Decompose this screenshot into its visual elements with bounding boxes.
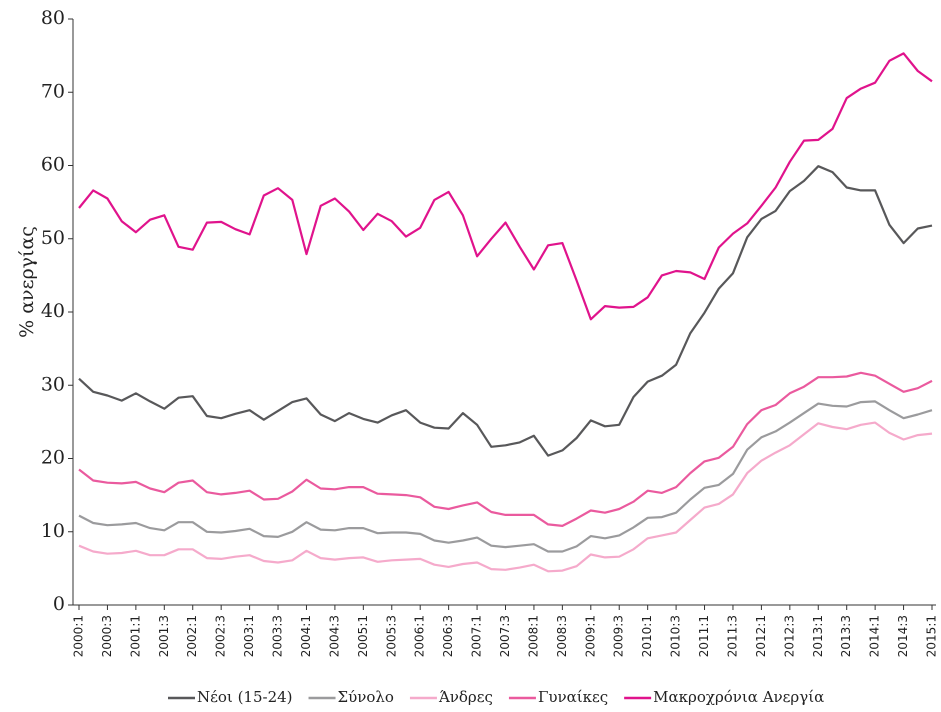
y-tick-label: 20 xyxy=(41,447,65,469)
x-tick-label: 2007:3 xyxy=(498,615,512,657)
x-tick-label: 2009:3 xyxy=(612,615,626,657)
x-tick-label: 2001:3 xyxy=(157,615,171,657)
y-axis-label: % ανεργίας xyxy=(16,226,38,338)
series-line xyxy=(78,400,933,553)
y-tick-label: 50 xyxy=(41,227,65,249)
x-tick-label: 2010:3 xyxy=(669,615,683,657)
legend-label: Άνδρες xyxy=(438,688,493,706)
x-tick-label: 2014:3 xyxy=(896,615,910,657)
x-tick-label: 2000:3 xyxy=(100,615,114,657)
x-tick-label: 2013:3 xyxy=(839,615,853,657)
x-tick-label: 2011:1 xyxy=(697,615,711,657)
legend-label: Νέοι (15-24) xyxy=(197,688,293,706)
y-tick-label: 40 xyxy=(41,300,65,322)
x-tick-label: 2005:1 xyxy=(356,615,370,657)
x-tick-label: 2009:1 xyxy=(583,615,597,657)
x-tick-label: 2013:1 xyxy=(811,615,825,657)
x-tick-label: 2010:1 xyxy=(640,615,654,657)
x-tick-label: 2012:1 xyxy=(754,615,768,657)
series-line xyxy=(78,52,933,321)
x-tick-label: 2003:1 xyxy=(242,615,256,657)
series-line xyxy=(78,371,933,527)
x-tick-label: 2006:3 xyxy=(441,615,455,657)
x-tick-label: 2002:3 xyxy=(214,615,228,657)
x-tick-label: 2002:1 xyxy=(185,615,199,657)
x-tick-label: 2008:1 xyxy=(526,615,540,657)
x-tick-label: 2012:3 xyxy=(782,615,796,657)
x-tick-label: 2001:1 xyxy=(128,615,142,657)
y-tick-label: 10 xyxy=(41,520,65,542)
x-tick-label: 2004:1 xyxy=(299,615,313,657)
x-tick-label: 2015:1 xyxy=(925,615,939,657)
legend-label: Σύνολο xyxy=(338,688,394,706)
x-tick-label: 2000:1 xyxy=(72,615,86,657)
x-tick-label: 2011:3 xyxy=(725,615,739,657)
y-tick-label: 30 xyxy=(41,373,65,395)
x-tick-label: 2006:1 xyxy=(413,615,427,657)
series-line xyxy=(78,165,933,457)
y-tick-label: 70 xyxy=(41,80,65,102)
x-tick-label: 2005:3 xyxy=(384,615,398,657)
series-line xyxy=(78,421,933,573)
legend-label: Γυναίκες xyxy=(538,688,608,706)
x-tick-label: 2014:1 xyxy=(868,615,882,657)
x-tick-label: 2007:1 xyxy=(470,615,484,657)
y-tick-label: 0 xyxy=(53,593,65,615)
x-tick-label: 2008:3 xyxy=(555,615,569,657)
legend-label: Μακροχρόνια Ανεργία xyxy=(653,688,824,706)
x-tick-label: 2004:3 xyxy=(327,615,341,657)
x-tick-label: 2003:3 xyxy=(271,615,285,657)
y-tick-label: 60 xyxy=(41,154,65,176)
y-tick-label: 80 xyxy=(41,7,65,29)
